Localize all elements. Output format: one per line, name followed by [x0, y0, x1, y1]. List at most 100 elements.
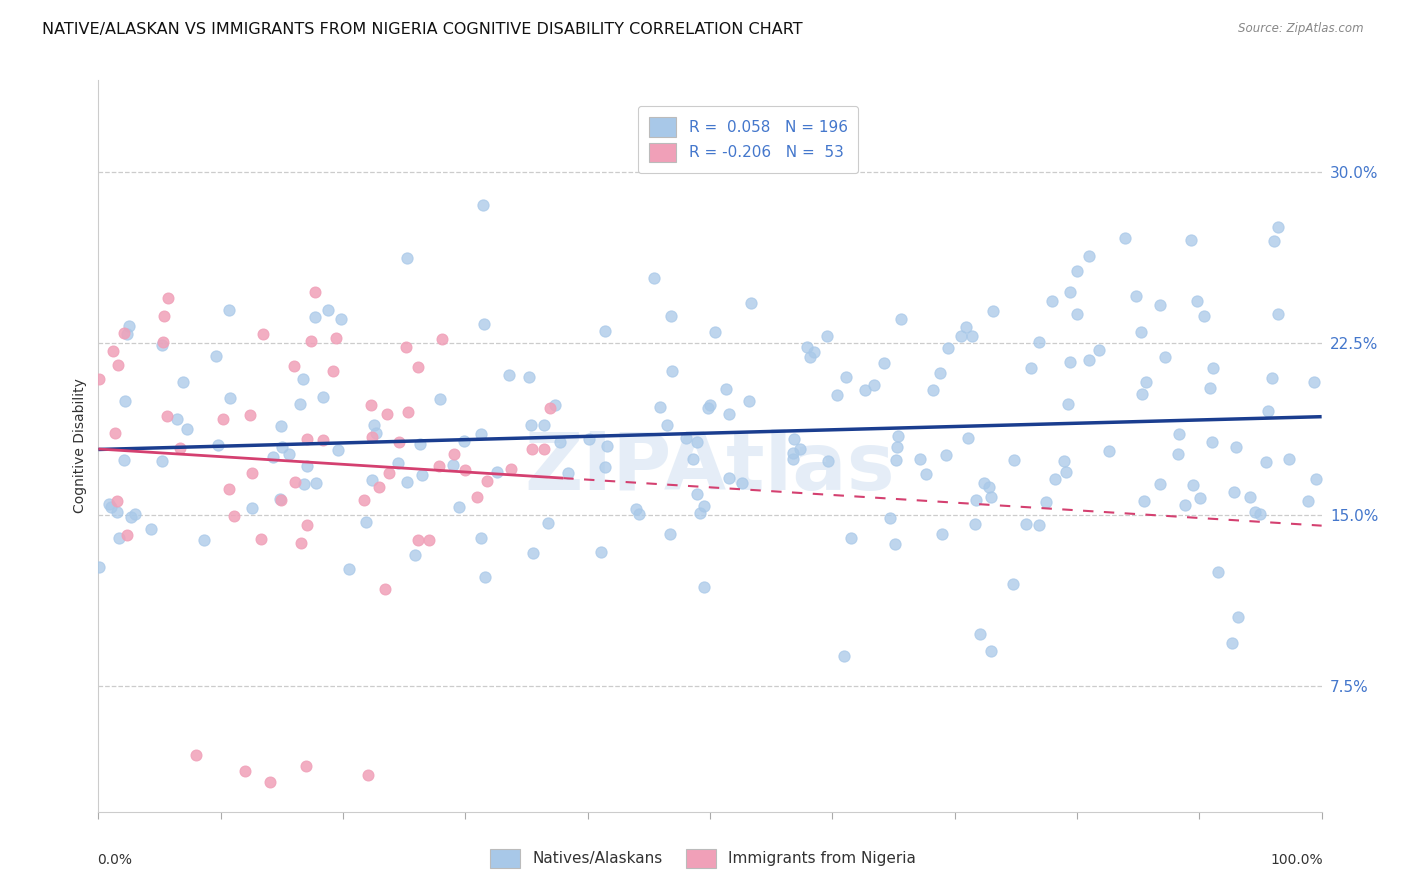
Point	[825, 388, 848, 402]
Point	[117, 319, 139, 334]
Text: ZIPAtlas: ZIPAtlas	[524, 429, 896, 507]
Point	[1054, 466, 1077, 480]
Point	[295, 433, 318, 447]
Point	[1278, 451, 1301, 466]
Point	[965, 492, 987, 507]
Point	[538, 401, 561, 416]
Point	[406, 359, 429, 374]
Point	[1180, 233, 1202, 247]
Point	[176, 422, 198, 436]
Point	[107, 532, 129, 546]
Point	[1015, 517, 1038, 532]
Point	[360, 430, 382, 444]
Point	[689, 506, 711, 520]
Point	[884, 453, 907, 467]
Point	[240, 467, 263, 481]
Point	[292, 477, 315, 491]
Point	[283, 359, 305, 373]
Point	[796, 340, 818, 354]
Point	[1206, 565, 1229, 579]
Point	[250, 532, 273, 546]
Point	[1004, 453, 1026, 467]
Point	[960, 329, 983, 343]
Point	[112, 452, 135, 467]
Point	[367, 480, 389, 494]
Point	[453, 434, 475, 449]
Point	[1199, 381, 1222, 395]
Y-axis label: Cognitive Disability: Cognitive Disability	[73, 378, 87, 514]
Point	[299, 334, 322, 348]
Point	[883, 537, 905, 551]
Point	[1135, 375, 1157, 389]
Point	[955, 319, 977, 334]
Point	[354, 515, 377, 529]
Point	[117, 527, 139, 541]
Point	[697, 401, 720, 415]
Point	[105, 493, 128, 508]
Point	[980, 490, 1002, 504]
Point	[548, 434, 571, 449]
Point	[316, 302, 339, 317]
Point	[1130, 386, 1153, 401]
Point	[731, 475, 754, 490]
Point	[522, 442, 544, 456]
Point	[222, 508, 245, 523]
Point	[595, 439, 617, 453]
Point	[1154, 350, 1177, 364]
Point	[693, 499, 716, 513]
Point	[363, 418, 385, 433]
Point	[1263, 234, 1285, 248]
Point	[360, 398, 382, 412]
Point	[218, 482, 240, 496]
Point	[832, 648, 855, 663]
Point	[973, 476, 995, 491]
Point	[522, 546, 544, 560]
Point	[578, 432, 600, 446]
Point	[269, 492, 291, 507]
Point	[1078, 353, 1101, 368]
Text: 0.0%: 0.0%	[97, 853, 132, 867]
Text: NATIVE/ALASKAN VS IMMIGRANTS FROM NIGERIA COGNITIVE DISABILITY CORRELATION CHART: NATIVE/ALASKAN VS IMMIGRANTS FROM NIGERI…	[42, 22, 803, 37]
Point	[474, 570, 496, 584]
Point	[1220, 636, 1243, 650]
Point	[152, 334, 174, 349]
Text: 100.0%: 100.0%	[1270, 853, 1323, 867]
Point	[150, 338, 173, 352]
Point	[890, 312, 912, 326]
Point	[980, 644, 1002, 658]
Point	[1174, 498, 1197, 512]
Point	[1040, 294, 1063, 309]
Point	[686, 486, 709, 500]
Point	[270, 493, 292, 508]
Point	[156, 291, 179, 305]
Point	[783, 432, 806, 446]
Point	[1182, 478, 1205, 492]
Point	[593, 460, 616, 475]
Point	[330, 311, 353, 326]
Point	[87, 559, 110, 574]
Point	[1188, 491, 1211, 506]
Point	[284, 475, 307, 490]
Point	[815, 329, 838, 343]
Point	[1256, 455, 1278, 469]
Point	[472, 317, 495, 331]
Point	[537, 516, 560, 530]
Point	[853, 383, 876, 397]
Point	[650, 400, 672, 414]
Point	[312, 433, 335, 447]
Point	[1132, 494, 1154, 508]
Point	[295, 759, 318, 773]
Point	[1303, 375, 1326, 389]
Point	[395, 341, 418, 355]
Point	[304, 310, 326, 324]
Point	[270, 419, 292, 434]
Point	[1035, 495, 1057, 509]
Point	[1257, 404, 1279, 418]
Point	[1227, 610, 1250, 624]
Point	[1066, 264, 1088, 278]
Point	[87, 372, 110, 386]
Point	[156, 409, 179, 424]
Point	[737, 393, 759, 408]
Point	[981, 304, 1004, 318]
Point	[1149, 477, 1171, 491]
